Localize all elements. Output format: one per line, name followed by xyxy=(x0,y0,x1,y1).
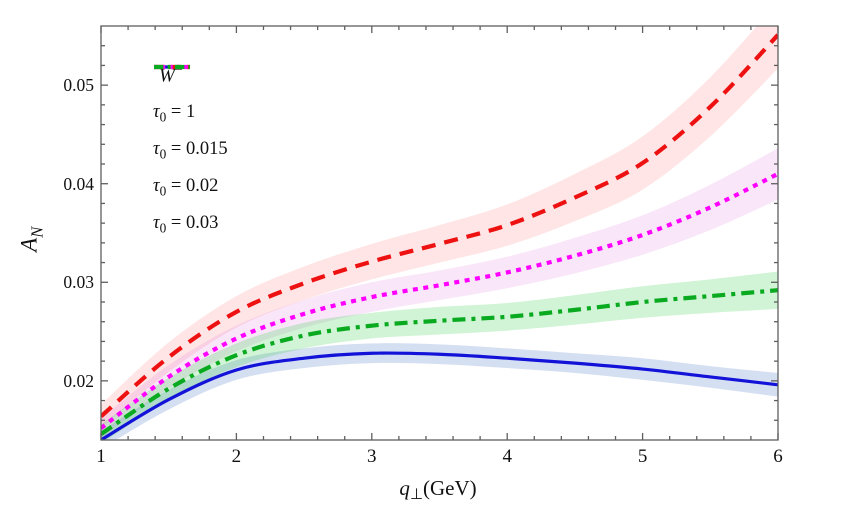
legend-title-symbol: W xyxy=(159,65,175,87)
legend-swatch-tau0-0.03 xyxy=(154,64,190,70)
y-tick-label-0.04: 0.04 xyxy=(63,173,94,194)
plot-frame xyxy=(100,25,779,441)
y-axis-label-symbol: A xyxy=(16,237,42,252)
curve-tau0-0.015 xyxy=(101,33,778,418)
legend: W− τ0 = 1 τ0 = 0.015 τ0 = 0.02 τ0 = 0.03 xyxy=(153,62,228,243)
curve-tau0-1 xyxy=(101,351,778,440)
x-tick-label-1: 1 xyxy=(96,446,106,467)
x-tick-label-5: 5 xyxy=(637,446,648,467)
curve-tau0-0.02 xyxy=(101,171,778,430)
legend-item-tau0-0.02: τ0 = 0.02 xyxy=(153,64,228,206)
legend-item-tau0-0.03: τ0 = 0.03 xyxy=(153,64,228,243)
legend-label-tau0-0.015: τ0 = 0.015 xyxy=(153,138,228,162)
legend-title: W− xyxy=(159,62,228,92)
legend-item-tau0-1: τ0 = 1 xyxy=(153,65,228,132)
y-tick-label-0.02: 0.02 xyxy=(63,370,94,391)
y-tick-label-0.03: 0.03 xyxy=(63,272,94,293)
legend-swatch-tau0-0.02 xyxy=(154,64,190,70)
x-tick-label-6: 6 xyxy=(773,446,783,467)
band-tau0-0.015 xyxy=(101,26,778,429)
band-tau0-0.03 xyxy=(101,271,778,440)
y-tick-label-0.05: 0.05 xyxy=(63,75,94,96)
x-axis-label-symbol: q xyxy=(399,476,410,500)
legend-label-tau0-1: τ0 = 1 xyxy=(153,101,196,125)
x-axis-label: q⊥(GeV) xyxy=(399,476,476,503)
x-tick-label-2: 2 xyxy=(231,446,242,467)
x-axis-label-subscript: ⊥ xyxy=(409,485,424,504)
curve-tau0-0.03 xyxy=(101,288,778,436)
x-tick-label-4: 4 xyxy=(502,446,512,467)
y-axis-label-subscript: N xyxy=(27,226,47,238)
legend-label-tau0-0.03: τ0 = 0.03 xyxy=(153,212,219,236)
data-curves xyxy=(101,33,778,440)
legend-label-tau0-0.02: τ0 = 0.02 xyxy=(153,175,219,199)
x-axis-label-unit: (GeV) xyxy=(423,476,477,500)
band-tau0-0.02 xyxy=(101,148,778,439)
x-tick-label-3: 3 xyxy=(367,446,377,467)
legend-items: τ0 = 1 τ0 = 0.015 τ0 = 0.02 τ0 = 0.03 xyxy=(153,64,228,243)
legend-item-tau0-0.015: τ0 = 0.015 xyxy=(153,64,228,169)
legend-title-superscript: − xyxy=(174,62,183,77)
